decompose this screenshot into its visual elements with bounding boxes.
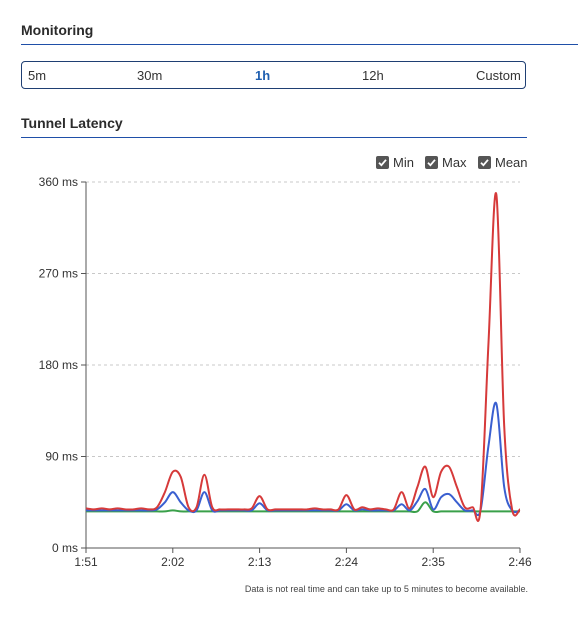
- mean-checkbox[interactable]: [478, 156, 491, 169]
- series-line-mean: [85, 401, 521, 517]
- y-tick-label: 360 ms: [39, 175, 78, 189]
- monitoring-title: Monitoring: [21, 22, 94, 38]
- max-checkbox[interactable]: [425, 156, 438, 169]
- data-delay-note: Data is not real time and can take up to…: [244, 584, 528, 594]
- y-tick-label: 270 ms: [39, 267, 78, 281]
- min-checkbox[interactable]: [376, 156, 389, 169]
- y-tick-label: 90 ms: [45, 450, 78, 464]
- y-tick-label: 0 ms: [52, 541, 78, 555]
- tab-custom[interactable]: Custom: [476, 68, 521, 83]
- legend-mean[interactable]: Mean: [478, 155, 528, 170]
- latency-divider: [21, 137, 527, 138]
- x-tick-label: 2:02: [161, 555, 185, 569]
- tab-1h[interactable]: 1h: [255, 68, 271, 83]
- y-tick-label: 180 ms: [39, 358, 78, 372]
- legend-max[interactable]: Max: [425, 155, 467, 170]
- x-tick-label: 2:13: [248, 555, 272, 569]
- latency-title: Tunnel Latency: [21, 115, 123, 131]
- x-tick-label: 1:51: [74, 555, 98, 569]
- series-line-max: [85, 192, 521, 522]
- time-range-tabs: 5m 30m 1h 12h Custom: [21, 61, 526, 89]
- legend-min-label: Min: [393, 155, 414, 170]
- monitoring-divider: [21, 44, 578, 45]
- x-tick-label: 2:46: [508, 555, 532, 569]
- tab-5m[interactable]: 5m: [28, 68, 47, 83]
- x-tick-label: 2:35: [422, 555, 446, 569]
- legend-min[interactable]: Min: [376, 155, 414, 170]
- x-tick-label: 2:24: [335, 555, 359, 569]
- tab-12h[interactable]: 12h: [362, 68, 384, 83]
- legend-mean-label: Mean: [495, 155, 528, 170]
- legend-max-label: Max: [442, 155, 467, 170]
- tab-30m[interactable]: 30m: [137, 68, 163, 83]
